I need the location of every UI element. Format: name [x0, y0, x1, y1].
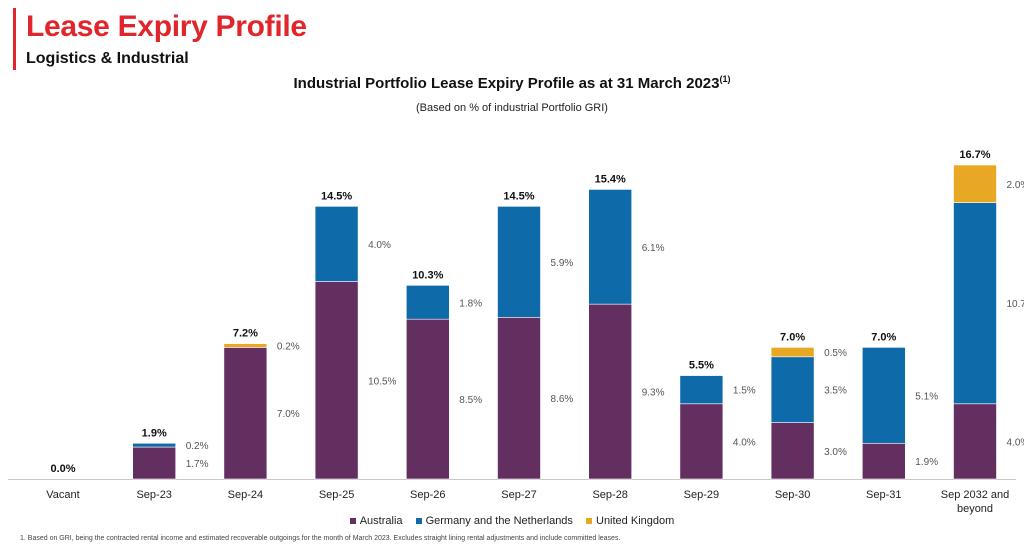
chart-legend: Australia Germany and the Netherlands Un… — [0, 515, 1024, 527]
bar-segment-united-kingdom-sep-2032-and-beyond — [953, 164, 997, 203]
total-label-sep-2032-and-beyond: 16.7% — [959, 149, 990, 161]
legend-item-united-kingdom: United Kingdom — [586, 515, 674, 527]
footnote: 1. Based on GRI, being the contracted re… — [20, 535, 621, 542]
category-label-sep-24: Sep-24 — [228, 489, 263, 501]
segment-label-australia-sep-24: 7.0% — [277, 409, 300, 420]
legend-swatch-united-kingdom — [586, 518, 592, 525]
segment-label-germany-and-the-netherlands-sep-2032-and-beyond: 10.7% — [1007, 299, 1024, 310]
total-label-sep-26: 10.3% — [412, 269, 443, 281]
segment-label-australia-sep-2032-and-beyond: 4.0% — [1007, 437, 1024, 448]
bar-segment-germany-and-the-netherlands-sep-29 — [679, 375, 724, 405]
bar-segment-australia-sep-29 — [679, 403, 724, 480]
total-label-sep-31: 7.0% — [871, 331, 896, 343]
segment-label-australia-sep-25: 10.5% — [368, 376, 396, 387]
segment-label-australia-sep-28: 9.3% — [642, 388, 665, 399]
segment-label-germany-and-the-netherlands-sep-27: 5.9% — [551, 258, 574, 269]
page-subtitle: Logistics & Industrial — [26, 50, 189, 67]
segment-label-germany-and-the-netherlands-sep-30: 3.5% — [824, 386, 847, 397]
category-label-vacant: Vacant — [46, 489, 79, 501]
total-label-sep-27: 14.5% — [503, 190, 534, 202]
accent-bar — [13, 8, 16, 70]
total-label-sep-30: 7.0% — [780, 331, 805, 343]
segment-label-germany-and-the-netherlands-sep-26: 1.8% — [459, 298, 482, 309]
legend-item-germany-netherlands: Germany and the Netherlands — [415, 515, 573, 527]
total-label-sep-23: 1.9% — [142, 427, 167, 439]
page-title: Lease Expiry Profile — [26, 10, 307, 43]
legend-label-germany-netherlands: Germany and the Netherlands — [425, 515, 573, 527]
segment-label-united-kingdom-sep-2032-and-beyond: 2.0% — [1007, 180, 1024, 191]
bar-segment-germany-and-the-netherlands-sep-28 — [588, 189, 633, 305]
bar-segment-australia-sep-2032-and-beyond — [953, 403, 997, 480]
legend-label-united-kingdom: United Kingdom — [596, 515, 675, 527]
chart-subtitle: (Based on % of industrial Portfolio GRI) — [416, 102, 608, 114]
segment-label-united-kingdom-sep-30: 0.5% — [824, 348, 847, 359]
bar-segment-united-kingdom-sep-24 — [223, 343, 268, 348]
total-label-sep-28: 15.4% — [595, 173, 626, 185]
bar-segment-germany-and-the-netherlands-sep-2032-and-beyond — [953, 202, 997, 405]
chart-title-text: Industrial Portfolio Lease Expiry Profil… — [293, 75, 720, 92]
bar-segment-australia-sep-27 — [497, 316, 541, 480]
category-label-sep-2032-and-beyond-line-2: beyond — [957, 503, 993, 515]
legend-label-australia: Australia — [359, 515, 403, 527]
segment-label-germany-and-the-netherlands-sep-23: 0.2% — [186, 441, 209, 452]
segment-label-australia-sep-26: 8.5% — [459, 395, 482, 406]
category-label-sep-28: Sep-28 — [592, 489, 627, 501]
bar-segment-germany-and-the-netherlands-sep-26 — [405, 285, 450, 320]
category-label-sep-29: Sep-29 — [684, 489, 719, 501]
category-label-sep-25: Sep-25 — [319, 489, 354, 501]
bar-segment-germany-and-the-netherlands-sep-27 — [497, 206, 541, 318]
segment-label-australia-sep-31: 1.9% — [915, 457, 938, 468]
total-label-sep-24: 7.2% — [233, 328, 258, 340]
category-label-sep-23: Sep-23 — [136, 489, 171, 501]
bar-segment-australia-sep-31 — [861, 442, 906, 480]
category-label-sep-2032-and-beyond-line-1: Sep 2032 and — [941, 489, 1010, 501]
category-label-sep-31: Sep-31 — [866, 489, 901, 501]
bar-segment-australia-sep-30 — [770, 422, 815, 480]
chart-title-footnote-ref: (1) — [719, 74, 731, 84]
bar-segment-australia-sep-24 — [223, 347, 268, 480]
chart-title: Industrial Portfolio Lease Expiry Profil… — [0, 74, 1024, 92]
segment-label-germany-and-the-netherlands-sep-29: 1.5% — [733, 386, 756, 397]
bar-segment-united-kingdom-sep-30 — [770, 347, 815, 358]
bar-segment-germany-and-the-netherlands-sep-23 — [132, 442, 176, 448]
segment-label-germany-and-the-netherlands-sep-31: 5.1% — [915, 391, 938, 402]
bar-segment-germany-and-the-netherlands-sep-30 — [770, 356, 815, 423]
segment-label-united-kingdom-sep-24: 0.2% — [277, 342, 300, 353]
segment-label-australia-sep-29: 4.0% — [733, 437, 756, 448]
legend-swatch-australia — [349, 518, 356, 525]
category-label-sep-30: Sep-30 — [775, 489, 810, 501]
bar-segment-australia-sep-23 — [132, 446, 176, 480]
total-label-vacant: 0.0% — [50, 463, 75, 475]
bar-segment-australia-sep-28 — [588, 303, 633, 480]
segment-label-germany-and-the-netherlands-sep-28: 6.1% — [642, 243, 665, 254]
category-label-sep-26: Sep-26 — [410, 489, 445, 501]
legend-swatch-germany-netherlands — [415, 518, 422, 525]
bar-segment-australia-sep-25 — [314, 281, 359, 480]
segment-label-germany-and-the-netherlands-sep-25: 4.0% — [368, 240, 391, 251]
total-label-sep-25: 14.5% — [321, 190, 352, 202]
segment-label-australia-sep-23: 1.7% — [186, 459, 209, 470]
category-label-sep-27: Sep-27 — [501, 489, 536, 501]
bar-segment-germany-and-the-netherlands-sep-25 — [314, 206, 359, 282]
segment-label-australia-sep-27: 8.6% — [551, 394, 574, 405]
legend-item-australia: Australia — [349, 515, 403, 527]
bar-segment-germany-and-the-netherlands-sep-31 — [861, 347, 906, 444]
total-label-sep-29: 5.5% — [689, 360, 714, 372]
segment-label-australia-sep-30: 3.0% — [824, 447, 847, 458]
bar-segment-australia-sep-26 — [405, 318, 450, 480]
